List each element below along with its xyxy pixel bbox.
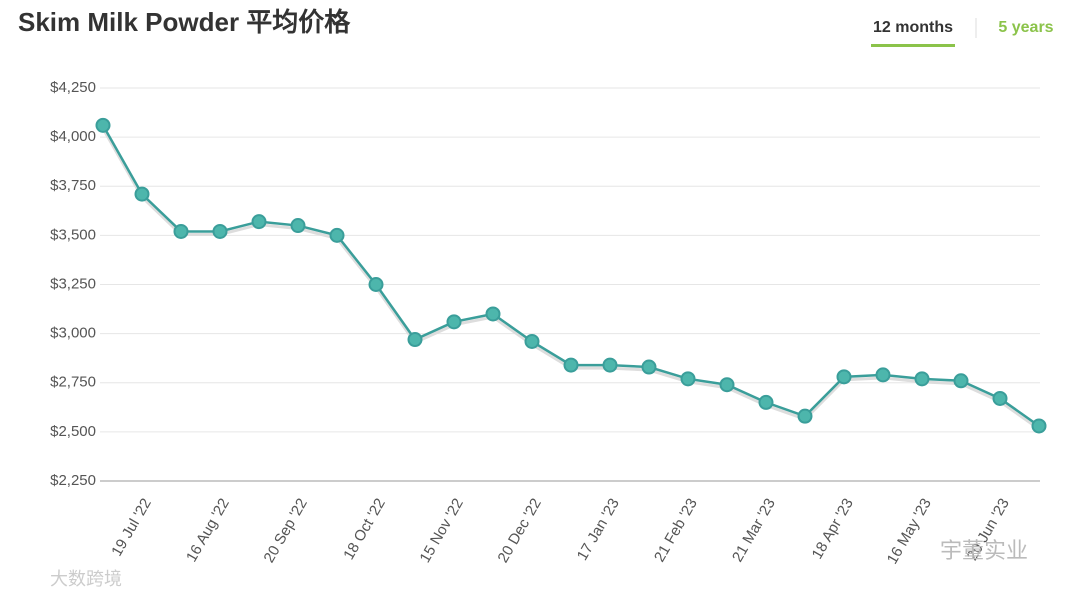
y-tick-label: $4,250 <box>50 79 96 96</box>
y-tick-label: $3,000 <box>50 325 96 342</box>
data-point <box>485 306 501 322</box>
data-point <box>992 390 1008 406</box>
data-point <box>641 359 657 375</box>
y-tick-label: $2,500 <box>50 423 96 440</box>
x-tick-label: 19 Jul '22 <box>108 495 155 559</box>
watermark: 宇董实业 <box>940 538 1028 563</box>
line-shadow <box>101 127 1040 431</box>
data-point <box>602 357 618 373</box>
data-point <box>173 223 189 239</box>
y-tick-label: $2,750 <box>50 374 96 391</box>
x-tick-label: 15 Nov '22 <box>417 495 467 565</box>
data-point <box>134 186 150 202</box>
x-tick-label: 16 Aug '22 <box>183 495 233 565</box>
y-tick-label: $3,750 <box>50 177 96 194</box>
data-point <box>680 371 696 387</box>
x-tick-label: 20 Dec '22 <box>495 495 545 565</box>
data-point <box>407 332 423 348</box>
data-point <box>329 227 345 243</box>
data-point <box>836 369 852 385</box>
y-tick-label: $3,250 <box>50 275 96 292</box>
data-point <box>563 357 579 373</box>
data-point <box>914 371 930 387</box>
data-point <box>446 314 462 330</box>
data-point <box>368 277 384 292</box>
tab-underline <box>871 44 955 47</box>
y-tick-label: $3,500 <box>50 226 96 243</box>
data-point <box>95 117 111 133</box>
data-point <box>251 214 267 230</box>
data-point <box>875 367 891 383</box>
x-tick-label: 18 Oct '22 <box>340 495 389 562</box>
x-tick-label: 21 Mar '23 <box>729 495 779 564</box>
data-point <box>797 408 813 424</box>
x-tick-label: 20 Sep '22 <box>261 495 311 565</box>
data-point <box>524 333 540 349</box>
tab[interactable]: 12 months <box>873 19 953 36</box>
data-point <box>719 377 735 393</box>
data-point <box>1031 418 1047 434</box>
tab[interactable]: 5 years <box>998 19 1053 36</box>
x-tick-label: 16 May '23 <box>884 495 935 567</box>
x-tick-label: 17 Jan '23 <box>574 495 623 563</box>
chart-title: Skim Milk Powder 平均价格 <box>18 7 351 37</box>
y-tick-label: $4,000 <box>50 128 96 145</box>
watermark: 大数跨境 <box>50 569 122 589</box>
y-tick-label: $2,250 <box>50 472 96 489</box>
x-tick-label: 18 Apr '23 <box>809 495 857 562</box>
data-point <box>953 373 969 389</box>
data-point <box>758 394 774 410</box>
data-point <box>290 218 306 234</box>
x-tick-label: 21 Feb '23 <box>651 495 701 564</box>
data-point <box>212 223 228 239</box>
